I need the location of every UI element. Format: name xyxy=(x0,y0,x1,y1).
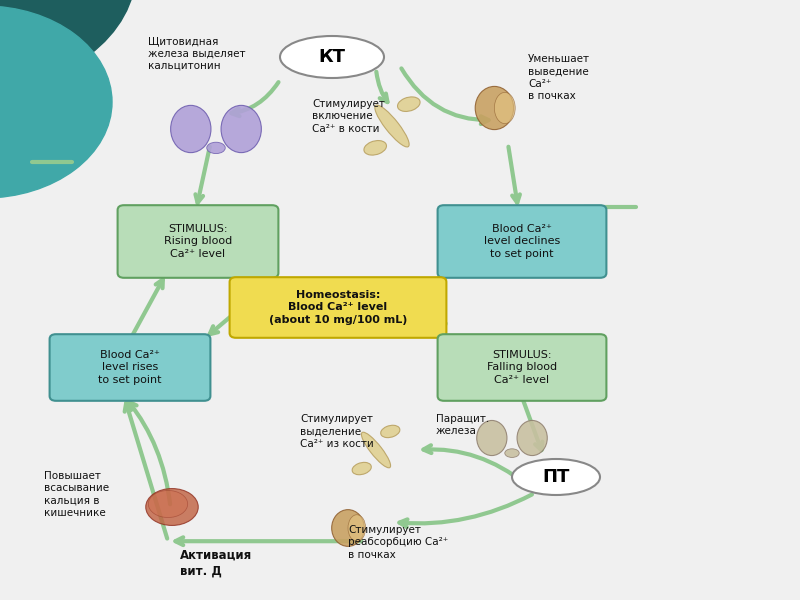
Ellipse shape xyxy=(517,421,547,455)
Text: ПТ: ПТ xyxy=(542,468,570,486)
Text: Уменьшает
выведение
Ca²⁺
в почках: Уменьшает выведение Ca²⁺ в почках xyxy=(528,54,590,101)
Text: Повышает
всасывание
кальция в
кишечнике: Повышает всасывание кальция в кишечнике xyxy=(44,471,109,518)
Ellipse shape xyxy=(494,92,515,124)
FancyBboxPatch shape xyxy=(438,205,606,278)
Ellipse shape xyxy=(381,425,400,437)
Text: STIMULUS:
Falling blood
Ca²⁺ level: STIMULUS: Falling blood Ca²⁺ level xyxy=(487,350,557,385)
Ellipse shape xyxy=(206,142,226,154)
FancyBboxPatch shape xyxy=(118,205,278,278)
Ellipse shape xyxy=(375,105,409,147)
Ellipse shape xyxy=(512,459,600,495)
Ellipse shape xyxy=(146,488,198,526)
Ellipse shape xyxy=(398,97,420,112)
Ellipse shape xyxy=(332,509,364,547)
Ellipse shape xyxy=(170,106,211,152)
Circle shape xyxy=(0,0,136,90)
Text: Homeostasis:
Blood Ca²⁺ level
(about 10 mg/100 mL): Homeostasis: Blood Ca²⁺ level (about 10 … xyxy=(269,290,407,325)
FancyBboxPatch shape xyxy=(50,334,210,401)
FancyBboxPatch shape xyxy=(230,277,446,338)
Text: Паращит.
железа: Паращит. железа xyxy=(436,414,490,436)
Text: Стимулирует
реабсорбцию Ca²⁺
в почках: Стимулирует реабсорбцию Ca²⁺ в почках xyxy=(348,525,448,560)
Text: Blood Ca²⁺
level declines
to set point: Blood Ca²⁺ level declines to set point xyxy=(484,224,560,259)
Text: STIMULUS:
Rising blood
Ca²⁺ level: STIMULUS: Rising blood Ca²⁺ level xyxy=(164,224,232,259)
FancyBboxPatch shape xyxy=(438,334,606,401)
Text: КТ: КТ xyxy=(318,48,346,66)
Ellipse shape xyxy=(477,421,507,455)
Ellipse shape xyxy=(352,463,371,475)
Circle shape xyxy=(0,6,112,198)
Text: Blood Ca²⁺
level rises
to set point: Blood Ca²⁺ level rises to set point xyxy=(98,350,162,385)
Ellipse shape xyxy=(221,106,262,152)
Ellipse shape xyxy=(505,449,519,457)
Ellipse shape xyxy=(348,515,366,541)
Text: Стимулирует
выделение
Ca²⁺ из кости: Стимулирует выделение Ca²⁺ из кости xyxy=(300,414,374,449)
Ellipse shape xyxy=(362,432,390,468)
Ellipse shape xyxy=(148,490,188,518)
Ellipse shape xyxy=(280,36,384,78)
Ellipse shape xyxy=(475,86,514,130)
Text: Щитовидная
железа выделяет
кальцитонин: Щитовидная железа выделяет кальцитонин xyxy=(148,36,246,71)
Text: Активация
вит. Д: Активация вит. Д xyxy=(180,549,252,578)
Ellipse shape xyxy=(364,140,386,155)
Text: Стимулирует
включение
Ca²⁺ в кости: Стимулирует включение Ca²⁺ в кости xyxy=(312,99,385,134)
